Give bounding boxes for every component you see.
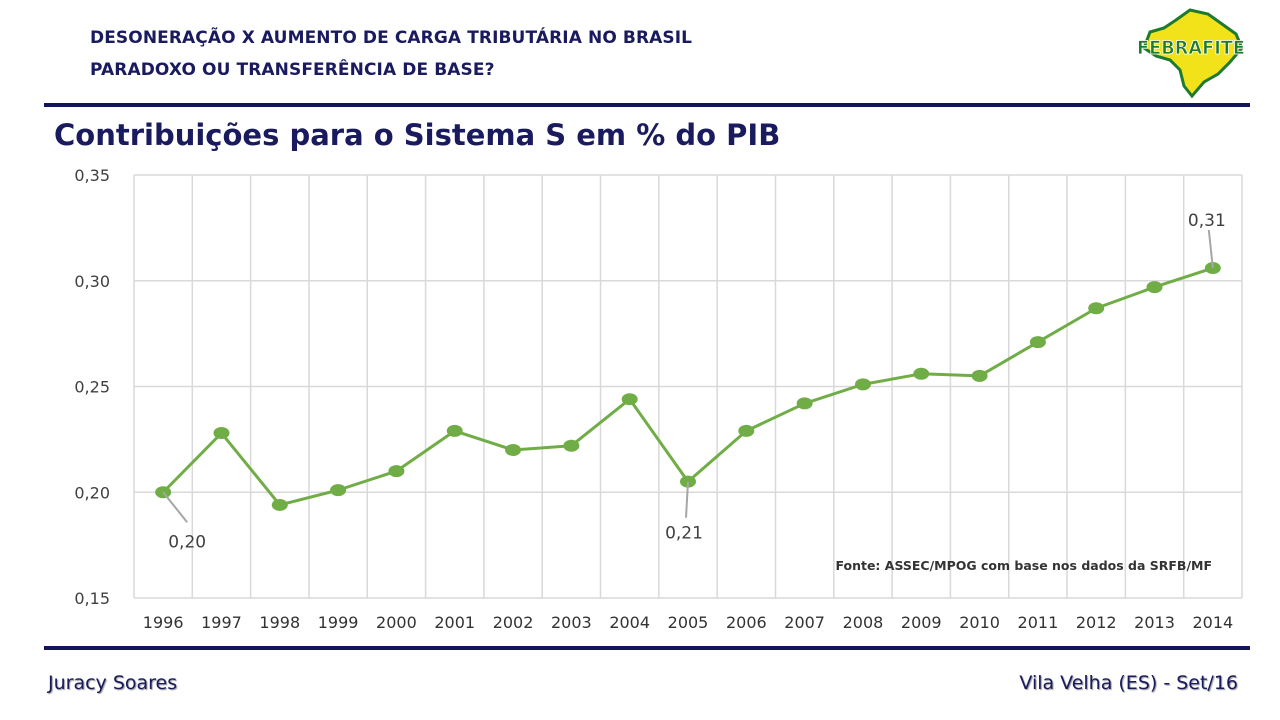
data-point: [213, 427, 230, 440]
logo-map-shape: [1142, 8, 1244, 99]
y-tick-label: 0,20: [74, 483, 110, 502]
data-point: [796, 397, 813, 410]
y-tick-label: 0,35: [74, 166, 110, 185]
data-point: [971, 369, 988, 382]
footer-place-date: Vila Velha (ES) - Set/16: [1019, 672, 1238, 694]
y-tick-label: 0,25: [74, 378, 110, 397]
top-divider: [44, 103, 1250, 107]
header-line-2: PARADOXO OU TRANSFERÊNCIA DE BASE?: [90, 60, 495, 80]
x-tick-label: 2014: [1192, 613, 1233, 632]
data-point: [738, 424, 755, 437]
chart-source-note: Fonte: ASSEC/MPOG com base nos dados da …: [835, 558, 1212, 573]
data-point: [854, 378, 871, 391]
slide-title: Contribuições para o Sistema S em % do P…: [54, 118, 781, 152]
data-point: [913, 367, 930, 380]
x-tick-label: 2009: [901, 613, 942, 632]
x-tick-label: 2004: [609, 613, 650, 632]
chart-annotations: 0,20 0,21 0,31: [162, 211, 1226, 552]
x-tick-label: 2011: [1018, 613, 1059, 632]
data-point: [330, 484, 347, 497]
data-point: [621, 393, 638, 406]
data-point: [271, 498, 288, 511]
x-tick-label: 2001: [434, 613, 475, 632]
bottom-divider: [44, 646, 1250, 650]
data-point: [563, 439, 580, 452]
annotation-label: 0,20: [168, 532, 206, 552]
x-tick-label: 2000: [376, 613, 417, 632]
x-tick-label: 2005: [668, 613, 709, 632]
data-point: [505, 443, 522, 456]
data-point: [388, 465, 405, 478]
y-tick-label: 0,15: [74, 589, 110, 608]
data-point: [1029, 336, 1046, 349]
annotation-label: 0,31: [1188, 211, 1226, 231]
x-tick-label: 2003: [551, 613, 592, 632]
x-tick-label: 2007: [784, 613, 825, 632]
header-line-1: DESONERAÇÃO X AUMENTO DE CARGA TRIBUTÁRI…: [90, 28, 693, 48]
annotation-label: 0,21: [665, 524, 703, 544]
brazil-map-logo: FEBRAFITE: [1137, 8, 1245, 99]
chart-tick-labels: 0,15 0,20 0,25 0,30 0,35 1996 1997 1998 1999 2000…: [74, 166, 1233, 632]
data-point: [446, 424, 463, 437]
annotation-leader: [685, 481, 689, 518]
x-tick-label: 2013: [1134, 613, 1175, 632]
x-tick-label: 2012: [1076, 613, 1117, 632]
x-tick-label: 1996: [143, 613, 184, 632]
x-tick-label: 1999: [318, 613, 359, 632]
data-point: [1146, 281, 1163, 294]
x-tick-label: 2008: [843, 613, 884, 632]
x-tick-label: 2002: [493, 613, 534, 632]
y-tick-label: 0,30: [74, 272, 110, 291]
x-tick-label: 2006: [726, 613, 767, 632]
annotation-leader: [162, 491, 188, 523]
x-tick-label: 1997: [201, 613, 242, 632]
footer-author: Juracy Soares: [48, 672, 178, 694]
annotation-leader: [1207, 229, 1214, 269]
logo-text: FEBRAFITE: [1137, 37, 1245, 59]
data-point: [1088, 302, 1105, 315]
x-tick-label: 1998: [259, 613, 300, 632]
x-tick-label: 2010: [959, 613, 1000, 632]
